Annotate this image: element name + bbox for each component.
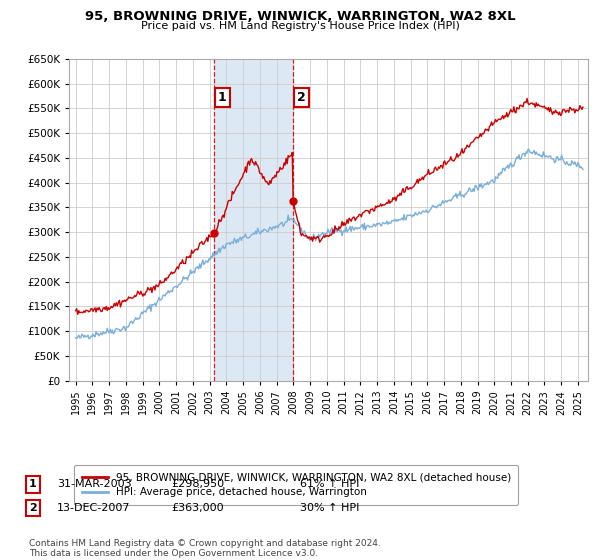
Bar <box>214 59 293 381</box>
Text: Contains HM Land Registry data © Crown copyright and database right 2024.
This d: Contains HM Land Registry data © Crown c… <box>29 539 380 558</box>
Text: 61% ↑ HPI: 61% ↑ HPI <box>300 479 359 489</box>
Text: 31-MAR-2003: 31-MAR-2003 <box>57 479 131 489</box>
Text: £298,950: £298,950 <box>171 479 224 489</box>
Text: 2: 2 <box>29 503 37 513</box>
Text: 13-DEC-2007: 13-DEC-2007 <box>57 503 131 513</box>
Text: Price paid vs. HM Land Registry's House Price Index (HPI): Price paid vs. HM Land Registry's House … <box>140 21 460 31</box>
Legend: 95, BROWNING DRIVE, WINWICK, WARRINGTON, WA2 8XL (detached house), HPI: Average : 95, BROWNING DRIVE, WINWICK, WARRINGTON,… <box>74 465 518 505</box>
Text: 95, BROWNING DRIVE, WINWICK, WARRINGTON, WA2 8XL: 95, BROWNING DRIVE, WINWICK, WARRINGTON,… <box>85 10 515 23</box>
Text: £363,000: £363,000 <box>171 503 224 513</box>
Text: 2: 2 <box>297 91 305 104</box>
Text: 1: 1 <box>29 479 37 489</box>
Text: 30% ↑ HPI: 30% ↑ HPI <box>300 503 359 513</box>
Text: 1: 1 <box>218 91 227 104</box>
